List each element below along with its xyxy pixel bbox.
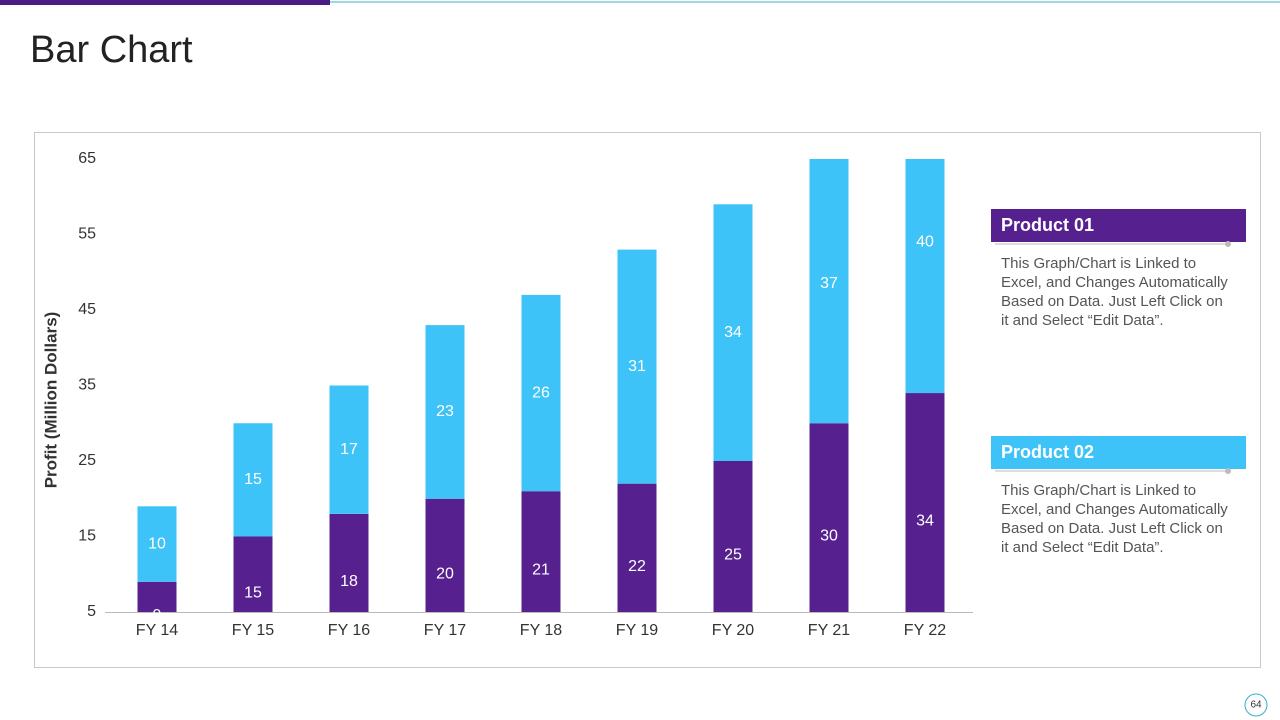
bar-segment (137, 506, 177, 582)
bar-segment (329, 385, 369, 514)
slide-title: Bar Chart (30, 29, 193, 71)
legend-box (991, 436, 1246, 469)
legend-label: Product 02 (1001, 442, 1094, 462)
page-number: 64 (1250, 700, 1262, 711)
bar-segment (905, 159, 945, 394)
data-label: 20 (436, 565, 454, 582)
bar-segment (233, 423, 273, 537)
x-tick-label: FY 17 (424, 622, 467, 639)
data-label: 31 (628, 358, 646, 375)
data-label: 23 (436, 403, 454, 420)
x-tick-label: FY 16 (328, 622, 371, 639)
bar-segment (137, 581, 177, 612)
bar-segment (521, 294, 561, 492)
bar-segment (521, 491, 561, 612)
y-axis-label: Profit (Million Dollars) (41, 312, 60, 489)
y-tick-label: 5 (87, 603, 96, 620)
legend-dot (1225, 241, 1231, 247)
y-tick-label: 15 (78, 528, 96, 545)
bar-segment (617, 483, 657, 612)
data-label: 21 (532, 562, 550, 579)
data-label: 15 (244, 584, 262, 601)
data-label: 40 (916, 233, 934, 250)
bar-segment (425, 325, 465, 499)
data-label: 15 (244, 471, 262, 488)
x-tick-label: FY 20 (712, 622, 755, 639)
y-tick-label: 25 (78, 452, 96, 469)
legend-description: This Graph/Chart is Linked to Excel, and… (1001, 255, 1228, 329)
bar-segment (809, 159, 849, 424)
data-label: 17 (340, 441, 358, 458)
y-tick-label: 45 (78, 301, 96, 318)
plot-area (137, 159, 945, 612)
data-label: 34 (724, 324, 742, 341)
data-label: 30 (820, 528, 838, 545)
bar-segment (713, 461, 753, 612)
chart-frame (34, 132, 1261, 668)
data-label: 10 (148, 535, 166, 552)
legend-dot (1225, 468, 1231, 474)
bar-segment (713, 204, 753, 462)
x-tick-label: FY 19 (616, 622, 659, 639)
legend-label: Product 01 (1001, 215, 1094, 235)
bar-segment (329, 513, 369, 612)
x-tick-label: FY 15 (232, 622, 275, 639)
y-tick-label: 55 (78, 226, 96, 243)
y-tick-label: 65 (78, 150, 96, 167)
data-label: 26 (532, 384, 550, 401)
bar-segment (905, 393, 945, 612)
top-bar (0, 0, 330, 5)
bar-segment (617, 249, 657, 484)
x-tick-label: FY 18 (520, 622, 563, 639)
bar-segment (809, 423, 849, 612)
legend-description: This Graph/Chart is Linked to Excel, and… (1001, 482, 1228, 556)
x-tick-label: FY 14 (136, 622, 179, 639)
data-label: 18 (340, 573, 358, 590)
data-label: 34 (916, 513, 934, 530)
x-tick-label: FY 22 (904, 622, 947, 639)
x-tick-label: FY 21 (808, 622, 851, 639)
data-label: 37 (820, 275, 838, 292)
page-badge (1244, 693, 1268, 717)
bar-segment (233, 536, 273, 612)
data-label: 9 (153, 607, 162, 624)
data-label: 25 (724, 547, 742, 564)
bar-segment (425, 498, 465, 612)
legend-box (991, 209, 1246, 242)
data-label: 22 (628, 558, 646, 575)
y-tick-label: 35 (78, 377, 96, 394)
